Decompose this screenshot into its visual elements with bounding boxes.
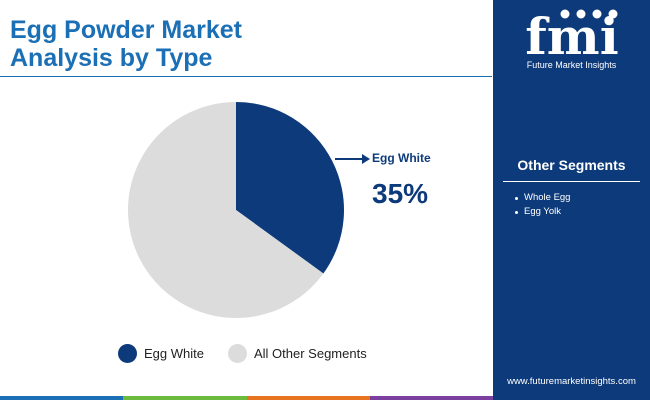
- logo-dot-icon: [608, 9, 618, 19]
- bottom-bar-segment: [246, 396, 370, 400]
- title-divider: [0, 76, 492, 77]
- logo-dot-icon: [576, 9, 586, 19]
- page-title: Egg Powder Market Analysis by Type: [10, 16, 480, 72]
- bottom-bar-segment: [123, 396, 247, 400]
- pie-chart: [127, 102, 370, 319]
- bottom-bar-segment: [0, 396, 124, 400]
- legend-label-egg-white: Egg White: [144, 345, 204, 361]
- callout-value: 35%: [372, 178, 429, 209]
- other-segments-list: Whole Egg Egg Yolk: [515, 191, 570, 219]
- logo-caption: Future Market Insights: [526, 60, 617, 70]
- other-segments-heading: Other Segments: [517, 157, 626, 173]
- legend-label-all-other-segments: All Other Segments: [253, 345, 367, 361]
- side-panel: fmi Future Market Insights Other Segment…: [493, 0, 650, 400]
- title-line-2: Analysis by Type: [10, 44, 213, 72]
- legend-item-egg-white: Egg White: [118, 343, 204, 363]
- website-url: www.futuremarketinsights.com: [507, 376, 636, 387]
- legend-swatch-all-other-segments: [227, 343, 247, 363]
- logo-text: fmi: [525, 7, 618, 62]
- callout-arrow-icon: [362, 154, 370, 164]
- segments-divider: [503, 181, 640, 182]
- pie-slice-all-other-segments: [127, 102, 324, 319]
- callout-label: Egg White: [372, 151, 431, 165]
- logo-dot-icon: [592, 9, 602, 19]
- legend-swatch-egg-white: [118, 343, 137, 363]
- bottom-color-bar: [0, 396, 493, 400]
- title-line-1: Egg Powder Market: [10, 16, 242, 44]
- legend-item-all-other-segments: All Other Segments: [227, 343, 367, 363]
- fmi-logo: fmi: [525, 7, 618, 62]
- logo-dot-icon: [560, 9, 570, 19]
- pie-slice-egg-white: [236, 102, 344, 274]
- segment-item-whole-egg: Whole Egg: [515, 191, 570, 205]
- bottom-bar-segment: [369, 396, 493, 400]
- segment-item-egg-yolk: Egg Yolk: [515, 205, 570, 219]
- chart-legend: Egg White All Other Segments: [118, 343, 391, 363]
